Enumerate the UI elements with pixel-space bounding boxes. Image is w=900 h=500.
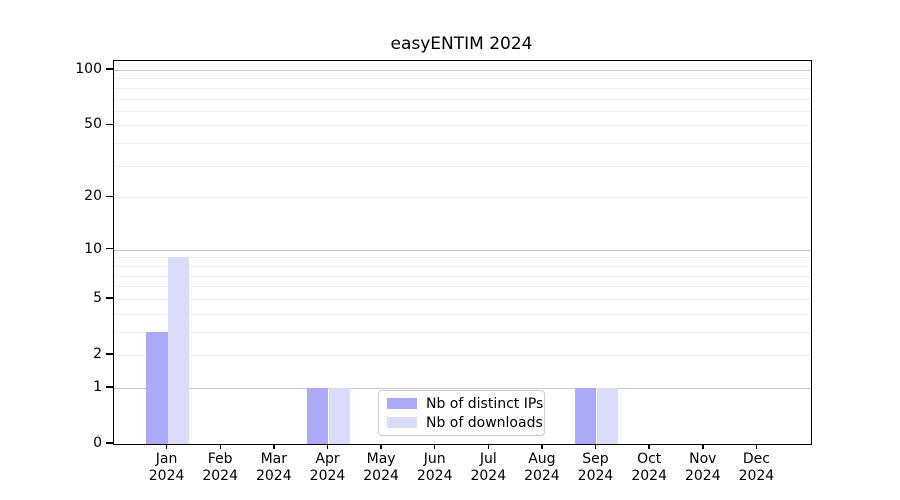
x-tick-label-may: May 2024 xyxy=(349,451,413,485)
legend-row-distinct-ips: Nb of distinct IPs xyxy=(387,396,543,412)
minor-gridline xyxy=(114,197,811,199)
bar-downloads-apr xyxy=(328,387,350,444)
x-tick-month-may: May xyxy=(366,451,396,467)
x-tick-year-feb: 2024 xyxy=(202,468,238,484)
legend: Nb of distinct IPs Nb of downloads xyxy=(378,390,545,436)
x-tick-label-aug: Aug 2024 xyxy=(510,451,574,485)
x-tick-month-feb: Feb xyxy=(207,451,233,467)
minor-gridline xyxy=(114,313,811,315)
minor-gridline xyxy=(114,298,811,300)
x-tick-year-nov: 2024 xyxy=(684,468,721,484)
legend-swatch-distinct-ips xyxy=(387,398,417,409)
chart-title: easyENTIM 2024 xyxy=(390,34,533,54)
y-tick-5 xyxy=(106,297,113,299)
y-tick-100 xyxy=(106,68,113,70)
minor-gridline xyxy=(114,110,811,112)
x-tick-mar xyxy=(273,444,275,449)
x-tick-label-apr: Apr 2024 xyxy=(296,451,360,485)
bar-downloads-sep xyxy=(596,387,618,444)
x-tick-jun xyxy=(433,444,436,449)
bar-downloads-jan xyxy=(167,257,189,444)
major-gridline xyxy=(114,249,811,251)
legend-row-downloads: Nb of downloads xyxy=(387,415,543,431)
y-tick-50 xyxy=(106,123,113,126)
minor-gridline xyxy=(114,87,811,89)
x-tick-label-jul: Jul 2024 xyxy=(456,451,520,485)
y-tick-1 xyxy=(106,386,113,388)
y-tick-0 xyxy=(106,442,113,444)
bar-distinct-ips-apr xyxy=(307,387,329,444)
y-tick-label-1: 1 xyxy=(93,378,102,395)
x-tick-jan xyxy=(165,444,168,449)
y-tick-label-0: 0 xyxy=(93,435,102,451)
x-tick-year-dec: 2024 xyxy=(738,468,775,484)
minor-gridline xyxy=(114,98,811,100)
minor-gridline xyxy=(114,265,811,267)
x-tick-label-oct: Oct 2024 xyxy=(617,451,681,485)
x-tick-month-jan: Jan xyxy=(155,451,178,467)
major-gridline xyxy=(114,70,811,71)
x-tick-year-apr: 2024 xyxy=(309,468,346,484)
x-tick-month-dec: Dec xyxy=(742,451,770,467)
minor-gridline xyxy=(114,78,811,80)
y-tick-label-20: 20 xyxy=(84,188,102,205)
x-tick-month-nov: Nov xyxy=(689,451,717,467)
x-tick-month-jul: Jul xyxy=(479,451,497,467)
major-gridline xyxy=(114,387,811,389)
x-tick-year-aug: 2024 xyxy=(524,468,560,484)
x-tick-oct xyxy=(648,444,650,449)
legend-label-distinct-ips: Nb of distinct IPs xyxy=(426,395,544,412)
x-tick-apr xyxy=(326,444,329,449)
bar-distinct-ips-jan xyxy=(146,331,168,444)
x-tick-aug xyxy=(541,444,543,449)
minor-gridline xyxy=(114,355,811,356)
x-tick-month-sep: Sep xyxy=(582,451,609,467)
legend-label-downloads: Nb of downloads xyxy=(426,414,543,431)
x-tick-year-may: 2024 xyxy=(363,468,399,484)
y-tick-label-10: 10 xyxy=(84,240,102,257)
y-tick-10 xyxy=(106,247,113,250)
x-tick-nov xyxy=(702,444,704,449)
x-tick-month-apr: Apr xyxy=(315,451,340,467)
x-tick-month-jun: Jun xyxy=(423,451,446,467)
minor-gridline xyxy=(114,165,811,167)
minor-gridline xyxy=(114,275,811,277)
minor-gridline xyxy=(114,257,811,259)
x-tick-year-jun: 2024 xyxy=(416,468,453,484)
x-tick-year-oct: 2024 xyxy=(631,468,667,484)
x-tick-month-mar: Mar xyxy=(260,451,287,467)
x-tick-label-sep: Sep 2024 xyxy=(564,451,628,485)
x-tick-label-mar: Mar 2024 xyxy=(242,451,306,485)
bar-distinct-ips-sep xyxy=(575,387,597,444)
x-tick-sep xyxy=(594,444,597,449)
x-tick-label-nov: Nov 2024 xyxy=(671,451,735,485)
x-tick-label-jun: Jun 2024 xyxy=(403,451,467,485)
x-tick-year-sep: 2024 xyxy=(577,468,614,484)
y-tick-2 xyxy=(106,353,113,355)
plot-area xyxy=(113,60,812,445)
x-tick-label-jan: Jan 2024 xyxy=(135,451,199,485)
x-tick-year-jul: 2024 xyxy=(470,468,507,484)
y-tick-label-100: 100 xyxy=(75,61,102,77)
legend-swatch-downloads xyxy=(387,417,417,428)
x-tick-jul xyxy=(487,444,490,449)
minor-gridline xyxy=(114,286,811,288)
x-tick-month-oct: Oct xyxy=(637,451,662,467)
y-tick-label-50: 50 xyxy=(84,116,102,133)
x-tick-label-dec: Dec 2024 xyxy=(724,451,788,485)
minor-gridline xyxy=(114,125,811,127)
x-tick-year-mar: 2024 xyxy=(255,468,292,484)
y-tick-label-2: 2 xyxy=(93,346,102,362)
x-tick-year-jan: 2024 xyxy=(148,468,185,484)
y-tick-label-5: 5 xyxy=(93,289,102,306)
x-tick-month-aug: Aug xyxy=(528,451,556,467)
x-tick-feb xyxy=(219,444,221,449)
y-tick-20 xyxy=(106,195,113,197)
x-tick-label-feb: Feb 2024 xyxy=(188,451,252,485)
minor-gridline xyxy=(114,143,811,145)
x-tick-may xyxy=(380,444,382,449)
x-tick-dec xyxy=(755,444,758,449)
minor-gridline xyxy=(114,331,811,333)
